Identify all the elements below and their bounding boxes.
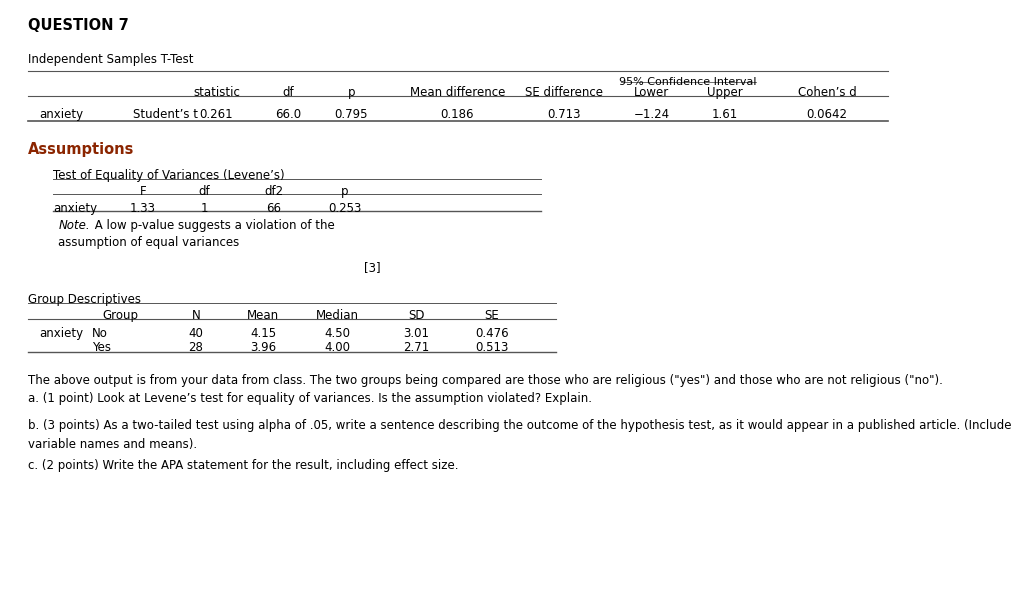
Text: 0.0642: 0.0642: [807, 108, 847, 121]
Text: [3]: [3]: [364, 261, 381, 274]
Text: The above output is from your data from class. The two groups being compared are: The above output is from your data from …: [28, 374, 942, 388]
Text: df: df: [198, 185, 210, 198]
Text: Cohen’s d: Cohen’s d: [797, 86, 857, 99]
Text: 0.713: 0.713: [547, 108, 580, 121]
Text: p: p: [347, 86, 355, 99]
Text: Mean: Mean: [247, 309, 280, 322]
Text: Group Descriptives: Group Descriptives: [28, 293, 141, 306]
Text: QUESTION 7: QUESTION 7: [28, 18, 129, 33]
Text: statistic: statistic: [193, 86, 240, 99]
Text: F: F: [140, 185, 146, 198]
Text: 3.96: 3.96: [250, 341, 277, 354]
Text: 1.33: 1.33: [130, 202, 156, 215]
Text: A low p-value suggests a violation of the: A low p-value suggests a violation of th…: [91, 219, 335, 232]
Text: Test of Equality of Variances (Levene’s): Test of Equality of Variances (Levene’s): [53, 169, 285, 182]
Text: 0.476: 0.476: [476, 327, 508, 340]
Text: 40: 40: [189, 327, 203, 340]
Text: 0.513: 0.513: [476, 341, 508, 354]
Text: 4.00: 4.00: [324, 341, 350, 354]
Text: 0.253: 0.253: [329, 202, 361, 215]
Text: anxiety: anxiety: [39, 327, 83, 340]
Text: c. (2 points) Write the APA statement for the result, including effect size.: c. (2 points) Write the APA statement fo…: [28, 459, 458, 472]
Text: 2.71: 2.71: [403, 341, 430, 354]
Text: df: df: [282, 86, 294, 99]
Text: Assumptions: Assumptions: [28, 142, 134, 157]
Text: b. (3 points) As a two-tailed test using alpha of .05, write a sentence describi: b. (3 points) As a two-tailed test using…: [28, 419, 1011, 432]
Text: 4.15: 4.15: [250, 327, 277, 340]
Text: 28: 28: [189, 341, 203, 354]
Text: Yes: Yes: [92, 341, 111, 354]
Text: 0.186: 0.186: [441, 108, 474, 121]
Text: Median: Median: [315, 309, 358, 322]
Text: 1.61: 1.61: [712, 108, 738, 121]
Text: 66: 66: [266, 202, 281, 215]
Text: a. (1 point) Look at Levene’s test for equality of variances. Is the assumption : a. (1 point) Look at Levene’s test for e…: [28, 392, 591, 405]
Text: 0.261: 0.261: [200, 108, 233, 121]
Text: anxiety: anxiety: [39, 108, 83, 121]
Text: −1.24: −1.24: [633, 108, 670, 121]
Text: Upper: Upper: [707, 86, 743, 99]
Text: Student’s t: Student’s t: [133, 108, 198, 121]
Text: 4.50: 4.50: [324, 327, 350, 340]
Text: Group: Group: [102, 309, 139, 322]
Text: SD: SD: [408, 309, 425, 322]
Text: 0.795: 0.795: [335, 108, 368, 121]
Text: p: p: [341, 185, 349, 198]
Text: 66.0: 66.0: [275, 108, 301, 121]
Text: SE: SE: [485, 309, 499, 322]
Text: assumption of equal variances: assumption of equal variances: [58, 236, 240, 249]
Text: SE difference: SE difference: [525, 86, 602, 99]
Text: 95% Confidence Interval: 95% Confidence Interval: [620, 77, 757, 87]
Text: Note.: Note.: [58, 219, 90, 232]
Text: Lower: Lower: [634, 86, 669, 99]
Text: anxiety: anxiety: [53, 202, 97, 215]
Text: df2: df2: [264, 185, 283, 198]
Text: variable names and means).: variable names and means).: [28, 438, 197, 451]
Text: Mean difference: Mean difference: [409, 86, 505, 99]
Text: N: N: [192, 309, 200, 322]
Text: Independent Samples T-Test: Independent Samples T-Test: [28, 53, 193, 66]
Text: 1: 1: [200, 202, 208, 215]
Text: 3.01: 3.01: [403, 327, 430, 340]
Text: No: No: [92, 327, 108, 340]
